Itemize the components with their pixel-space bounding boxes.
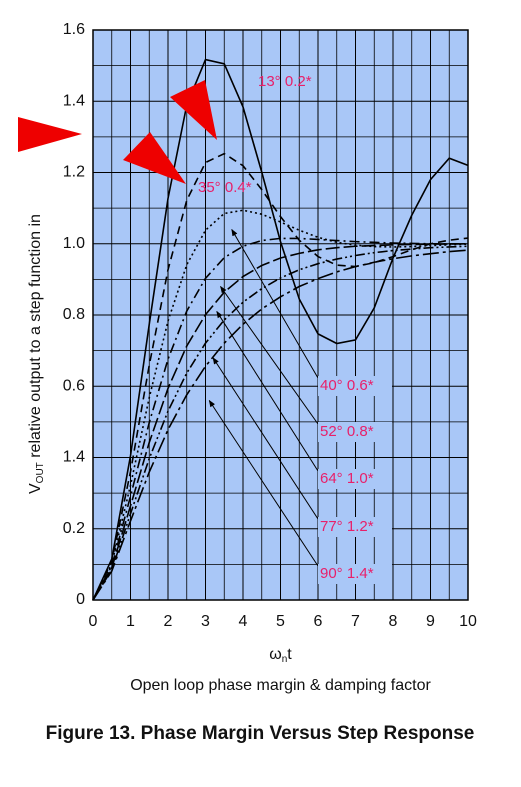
series-label: 64° 1.0* [320, 470, 374, 487]
series-label: 40° 0.6* [320, 377, 374, 394]
x-tick-label: 0 [89, 613, 98, 630]
series-line [92, 209, 469, 601]
x-tick-label: 7 [351, 613, 360, 630]
subtitle: Open loop phase margin & damping factor [130, 677, 431, 694]
series-line [92, 58, 469, 601]
label-background [318, 422, 392, 442]
x-axis-label-part: t [287, 646, 292, 663]
x-tick-label: 5 [276, 613, 285, 630]
y-tick-label: 1.4 [63, 92, 85, 109]
plot-area [92, 29, 469, 601]
figure-caption: Figure 13. Phase Margin Versus Step Resp… [45, 723, 475, 744]
y-axis-label: VOUT relative output to a step function … [27, 214, 45, 494]
label-arrow [216, 310, 319, 472]
x-tick-label: 3 [201, 613, 210, 630]
x-tick-label: 4 [239, 613, 248, 630]
red-marker [18, 117, 82, 152]
x-tick-label: 2 [164, 613, 173, 630]
plot-frame [92, 29, 469, 601]
y-tick-label: 0.6 [63, 377, 85, 394]
y-axis-label-part: OUT [35, 462, 46, 483]
label-background [318, 469, 392, 489]
red-marker [170, 80, 217, 140]
x-axis-label: ωnt [269, 646, 292, 664]
y-tick-label: 1.4 [63, 449, 85, 466]
label-background [318, 564, 392, 584]
y-tick-label: 0 [76, 591, 85, 608]
chart: 0 1 2 3 4 5 6 7 8 9 10 0 0.2 1.4 0.6 0.8 1.0 1.2 1.4 1.6 ωnt… [18, 21, 477, 694]
series-label: 35° 0.4* [198, 179, 252, 196]
label-arrow [220, 285, 319, 425]
label-background [318, 376, 392, 396]
x-tick-label: 6 [314, 613, 323, 630]
y-axis-label-part: V [27, 483, 44, 494]
x-tick-label: 10 [459, 613, 477, 630]
y-axis-label-part: relative output to a step function in [27, 214, 44, 462]
series-label: 77° 1.2* [320, 518, 374, 535]
label-background [318, 517, 392, 537]
red-marker [123, 132, 186, 184]
series-line [92, 245, 469, 601]
series-line [92, 237, 468, 601]
x-axis-label-part: n [282, 654, 288, 665]
y-tick-label: 1.2 [63, 164, 85, 181]
y-tick-label: 1.6 [63, 21, 85, 38]
x-axis-label-part: ω [269, 646, 282, 663]
x-tick-label: 9 [426, 613, 435, 630]
series-line [92, 242, 469, 601]
y-tick-label: 0.8 [63, 306, 85, 323]
annotation-overlay [18, 80, 217, 184]
series-label: 90° 1.4* [320, 565, 374, 582]
series-line [92, 152, 469, 601]
y-tick-label: 1.0 [63, 235, 85, 252]
label-arrow [208, 399, 319, 567]
x-tick-label: 1 [126, 613, 135, 630]
y-tick-label: 0.2 [63, 520, 85, 537]
x-tick-label: 8 [389, 613, 398, 630]
series-line [92, 249, 469, 601]
series-label: 52° 0.8* [320, 423, 374, 440]
series-label: 13° 0.2* [258, 73, 312, 90]
label-arrow [231, 228, 319, 379]
label-arrow [212, 357, 319, 520]
